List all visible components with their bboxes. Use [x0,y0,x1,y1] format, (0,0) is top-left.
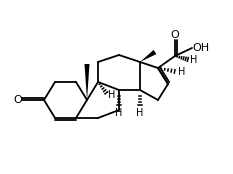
Text: OH: OH [192,43,209,53]
Polygon shape [85,64,89,100]
Text: H: H [115,108,123,118]
Text: O: O [171,30,179,40]
Text: H: H [178,67,185,77]
Text: H: H [190,55,197,65]
Text: O: O [13,95,22,105]
Text: H: H [136,108,144,118]
Text: H: H [108,90,115,100]
Polygon shape [140,50,156,62]
